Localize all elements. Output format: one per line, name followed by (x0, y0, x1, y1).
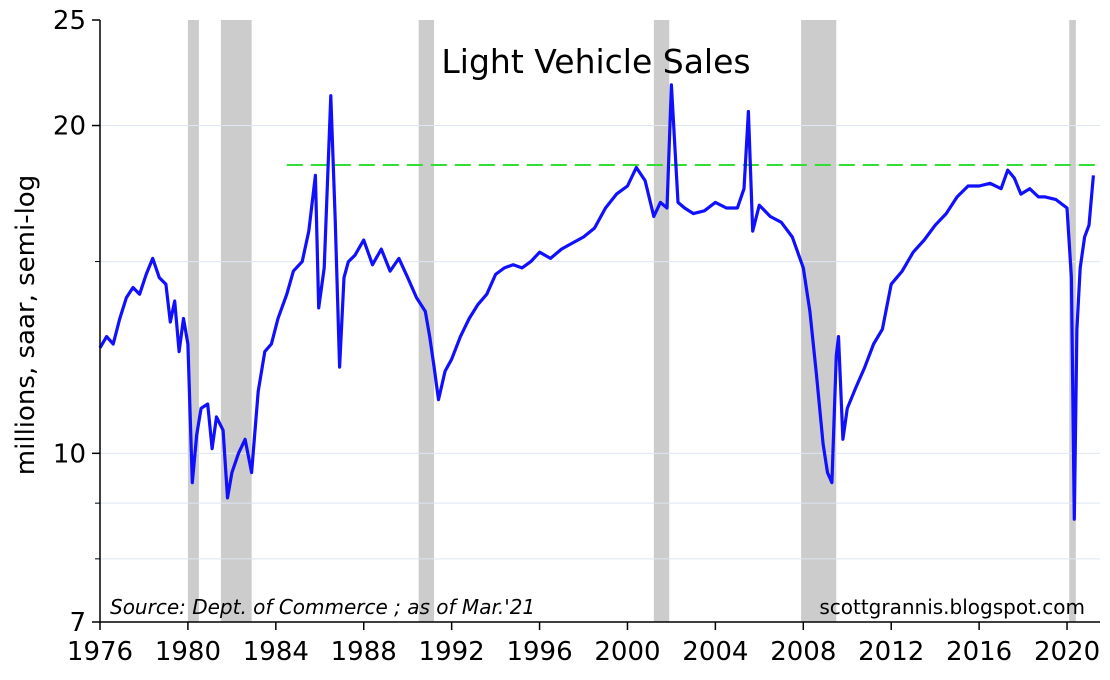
recession-band (187, 20, 199, 622)
x-tick-label: 1980 (155, 637, 221, 667)
x-tick-label: 2000 (594, 637, 660, 667)
chart-title: Light Vehicle Sales (441, 42, 750, 81)
plot-frame (99, 20, 1100, 623)
y-tick-label: 10 (53, 439, 86, 469)
series-group (98, 83, 1095, 521)
y-axis-label: millions, saar, semi-log (11, 175, 41, 475)
x-tick-label: 1984 (243, 637, 309, 667)
x-tick-label: 2016 (946, 637, 1012, 667)
source-note: Source: Dept. of Commerce ; as of Mar.'2… (110, 595, 535, 619)
y-tick-label: 25 (53, 6, 86, 36)
recession-band (653, 20, 670, 622)
x-tick-label: 1988 (331, 637, 397, 667)
x-tick-label: 1992 (419, 637, 485, 667)
x-tick-label: 1996 (506, 637, 572, 667)
x-tick-label: 2004 (682, 637, 748, 667)
x-tick-label: 2008 (770, 637, 836, 667)
y-axis-ticks: 7 10 20 25 (53, 6, 100, 638)
recession-bands (187, 20, 1076, 622)
recession-band (801, 20, 837, 622)
recession-band (220, 20, 252, 622)
y-tick-label: 20 (53, 112, 86, 142)
series-line (98, 83, 1095, 521)
credit-label: scottgrannis.blogspot.com (819, 595, 1085, 619)
y-tick-label: 7 (69, 608, 86, 638)
x-tick-label: 1976 (67, 637, 133, 667)
x-axis-ticks: 1976 1980 1984 1988 1992 1996 2000 2004 2008 2012… (67, 622, 1100, 667)
gridlines (100, 125, 1100, 560)
x-tick-label: 2020 (1034, 637, 1100, 667)
x-tick-label: 2012 (858, 637, 924, 667)
